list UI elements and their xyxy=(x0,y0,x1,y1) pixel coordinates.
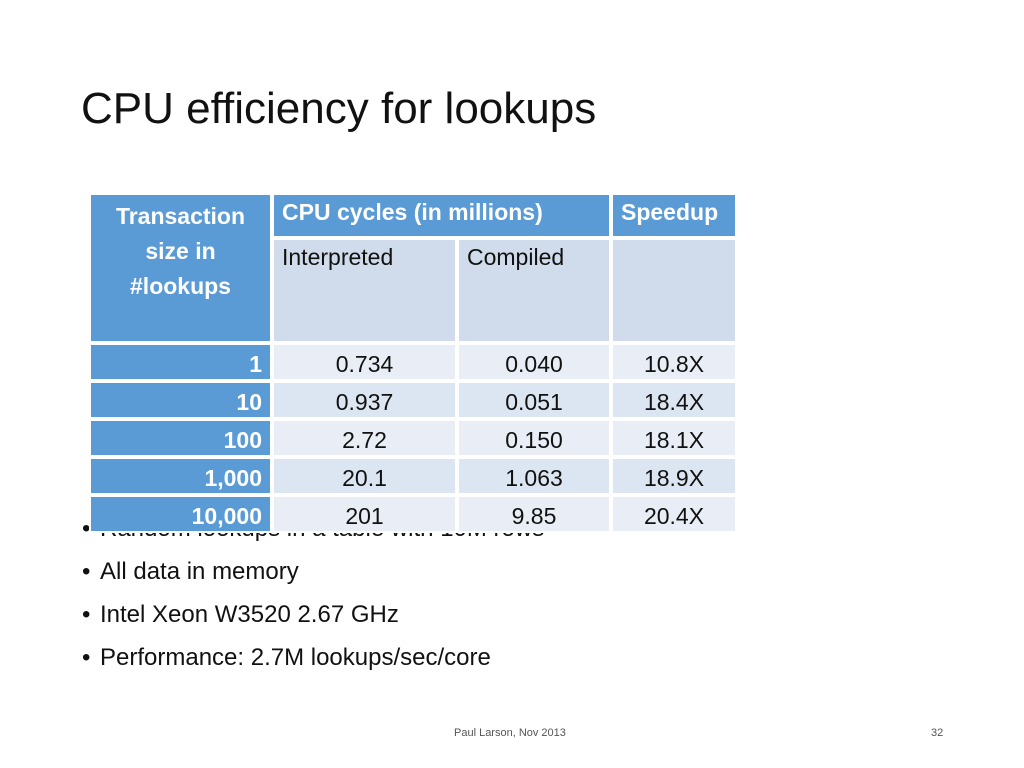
table-cell: 18.9X xyxy=(611,457,737,495)
table-cell: 1.063 xyxy=(457,457,611,495)
table-cell: 0.040 xyxy=(457,343,611,381)
table-cell: 0.937 xyxy=(272,381,457,419)
bullet-dot: • xyxy=(82,558,91,585)
header-cell: Interpreted xyxy=(272,238,457,343)
table-cell: 10.8X xyxy=(611,343,737,381)
row-header: 10,000 xyxy=(89,495,272,533)
row-header: 10 xyxy=(89,381,272,419)
header-cell xyxy=(611,238,737,343)
header-cell: Compiled xyxy=(457,238,611,343)
table-cell: 18.1X xyxy=(611,419,737,457)
table-cell: 9.85 xyxy=(457,495,611,533)
row-header: 1,000 xyxy=(89,457,272,495)
bullet-text: Intel Xeon W3520 2.67 GHz xyxy=(100,601,399,628)
slide-title: CPU efficiency for lookups xyxy=(81,84,597,133)
table-cell: 0.150 xyxy=(457,419,611,457)
header-cell: Transaction size in #lookups xyxy=(89,193,272,343)
bullet-dot: • xyxy=(82,515,91,542)
footer-text: Paul Larson, Nov 2013 xyxy=(454,727,566,739)
table-cell: 2.72 xyxy=(272,419,457,457)
table-cell: 18.4X xyxy=(611,381,737,419)
bullet-dot: • xyxy=(82,601,91,628)
bullet-dot: • xyxy=(82,644,91,671)
header-cell: CPU cycles (in millions) xyxy=(272,193,611,238)
header-cell: Speedup xyxy=(611,193,737,238)
page-number: 32 xyxy=(931,727,944,739)
bullet-text: Performance: 2.7M lookups/sec/core xyxy=(100,644,491,671)
row-header: 100 xyxy=(89,419,272,457)
bullet-text: All data in memory xyxy=(100,558,299,585)
table-cell: 0.734 xyxy=(272,343,457,381)
row-header: 1 xyxy=(89,343,272,381)
table-cell: 20.1 xyxy=(272,457,457,495)
table-cell: 201 xyxy=(272,495,457,533)
table-cell: 20.4X xyxy=(611,495,737,533)
table-cell: 0.051 xyxy=(457,381,611,419)
